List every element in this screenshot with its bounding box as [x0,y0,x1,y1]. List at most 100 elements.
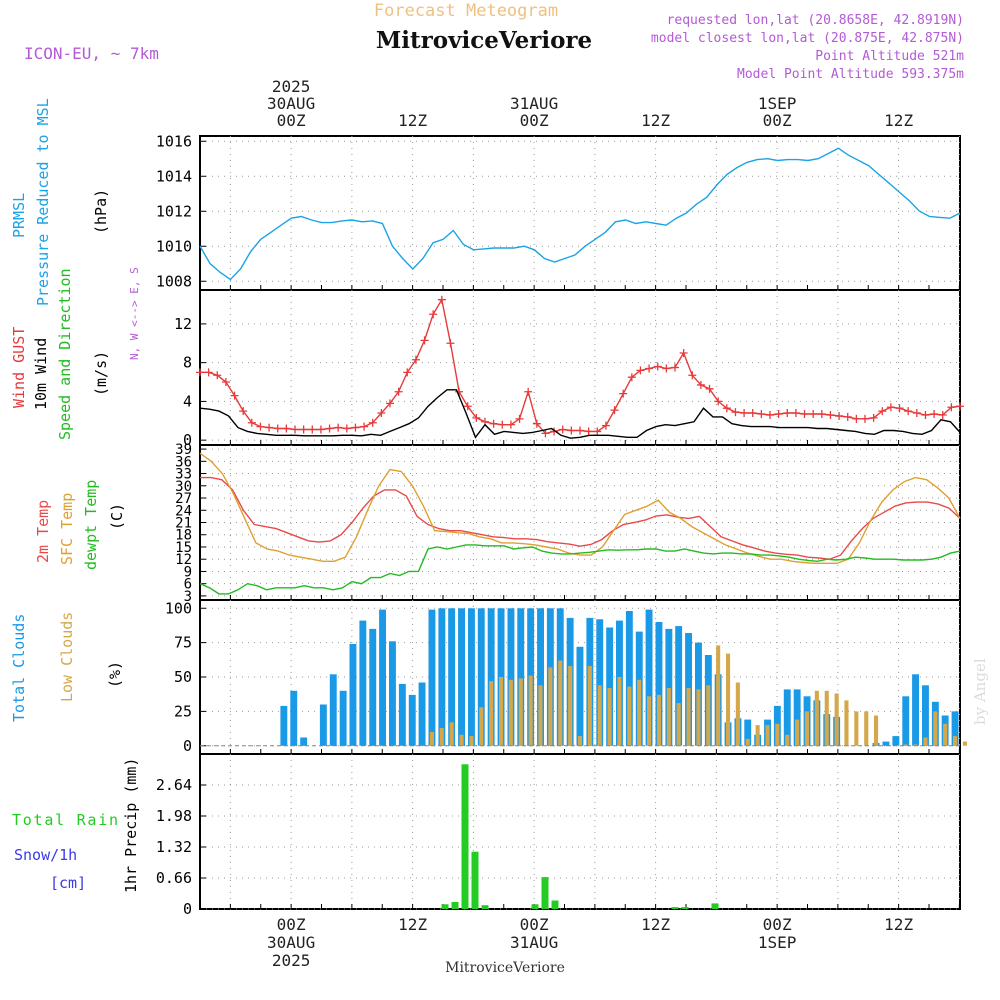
bottom-tick-label: 00Z [520,915,549,934]
clouds-bar-low-clouds [706,685,711,746]
gust-marker [783,409,792,418]
gust-marker [714,397,723,406]
gust-marker [498,420,507,429]
gust-marker [731,408,740,417]
gust-marker [282,424,291,433]
gust-marker [247,418,256,427]
clouds-bar-low-clouds [637,679,642,746]
product-title: Forecast Meteogram [374,1,558,21]
bottom-tick-label: 00Z [763,915,792,934]
gust-marker [446,339,455,348]
gust-marker [886,403,895,412]
gust-marker [852,414,861,423]
precip-ytick-label: 2.64 [156,776,192,794]
gust-marker [463,402,472,411]
clouds-bar-total-clouds [448,608,456,746]
gust-marker [722,404,731,413]
bottom-tick-label: 12Z [398,915,427,934]
precip-bar-total-rain [441,904,449,909]
gust-marker [835,411,844,420]
gust-marker [576,426,584,435]
gust-marker [291,425,299,434]
gust-marker [653,362,662,371]
clouds-bar-total-clouds [290,690,298,746]
gust-marker [213,371,222,380]
gust-marker [420,336,429,345]
clouds-ytick-label: 50 [174,668,192,686]
gust-marker [230,391,239,400]
clouds-bar-total-clouds [902,696,910,746]
total-clouds-label: Total Clouds [10,614,28,722]
temperature-ytick-label: 39 [175,442,192,458]
bottom-tick-label: 12Z [884,915,913,934]
clouds-bar-low-clouds [903,744,908,746]
clouds-bar-low-clouds [469,736,474,746]
temperature-ytick-label: 15 [175,540,192,556]
gust-marker [930,410,939,418]
gust-marker [688,371,697,380]
clouds-bar-total-clouds [507,608,515,746]
clouds-bar-low-clouds [676,703,681,746]
gust-marker [221,378,230,387]
gust-marker [861,414,869,423]
gust-marker [541,429,550,438]
watermark: by Angel [971,658,989,725]
clouds-bar-total-clouds [487,608,495,746]
bottom-tick-label: 1SEP [758,933,797,952]
clouds-bar-total-clouds [645,609,653,746]
clouds-bar-total-clouds [369,628,377,746]
clouds-bar-low-clouds [597,685,602,746]
gust-marker [947,403,956,412]
clouds-ytick-label: 100 [165,599,192,617]
clouds-bar-total-clouds [576,646,584,746]
precip-bar-total-rain [451,902,459,909]
temp2m-label: 2m Temp [34,500,52,563]
clouds-bar-total-clouds [537,608,544,746]
pressure-ytick-label: 1016 [156,132,192,150]
clouds-bar-total-clouds [418,682,426,746]
clouds-bar-total-clouds [951,711,959,746]
clouds-bar-low-clouds [449,722,454,746]
clouds-bar-low-clouds [518,678,523,746]
gust-marker [394,387,403,396]
gust-marker [800,410,809,418]
gust-marker [826,410,835,419]
temp-unit: (C) [108,503,126,530]
clouds-bar-total-clouds [379,609,386,746]
clouds-bar-total-clouds [280,705,288,746]
precip-bar-total-rain [541,877,549,909]
clouds-bar-total-clouds [468,608,475,746]
clouds-bar-total-clouds [359,620,367,746]
precip-frame [199,753,961,910]
clouds-unit: (%) [106,661,124,688]
gust-marker [705,384,714,393]
bottom-tick-label: 31AUG [510,933,558,952]
precip-bar-total-rain [481,905,489,909]
clouds-bar-low-clouds [459,734,464,746]
gust-marker [239,407,248,416]
clouds-bar-total-clouds [882,741,890,746]
pressure-ytick-label: 1010 [156,237,192,255]
clouds-bar-low-clouds [785,734,790,746]
clouds-bar-total-clouds [477,608,485,746]
clouds-bar-total-clouds [438,608,446,746]
clouds-bar-total-clouds [300,737,308,746]
wind-ytick-label: 4 [183,392,192,410]
top-tick-label: 12Z [641,111,670,130]
clouds-bar-low-clouds [943,723,948,746]
gust-marker [627,373,636,382]
top-tick-label: 00Z [763,111,792,130]
dewpt-label: dewpt Temp [82,480,100,570]
clouds-bar-total-clouds [517,608,525,746]
clouds-bar-total-clouds [329,674,337,746]
location-title: MitroviceVeriore [376,27,592,54]
gust-marker [558,425,567,434]
clouds-ytick-label: 75 [174,634,192,652]
gust-marker [662,364,671,373]
pressure-unit: (hPa) [92,189,110,234]
clouds-bar-low-clouds [577,736,582,746]
gust-marker [472,413,481,422]
gust-marker [567,426,576,435]
precip-bar-total-rain [551,900,559,909]
clouds-bar-low-clouds [923,737,928,746]
